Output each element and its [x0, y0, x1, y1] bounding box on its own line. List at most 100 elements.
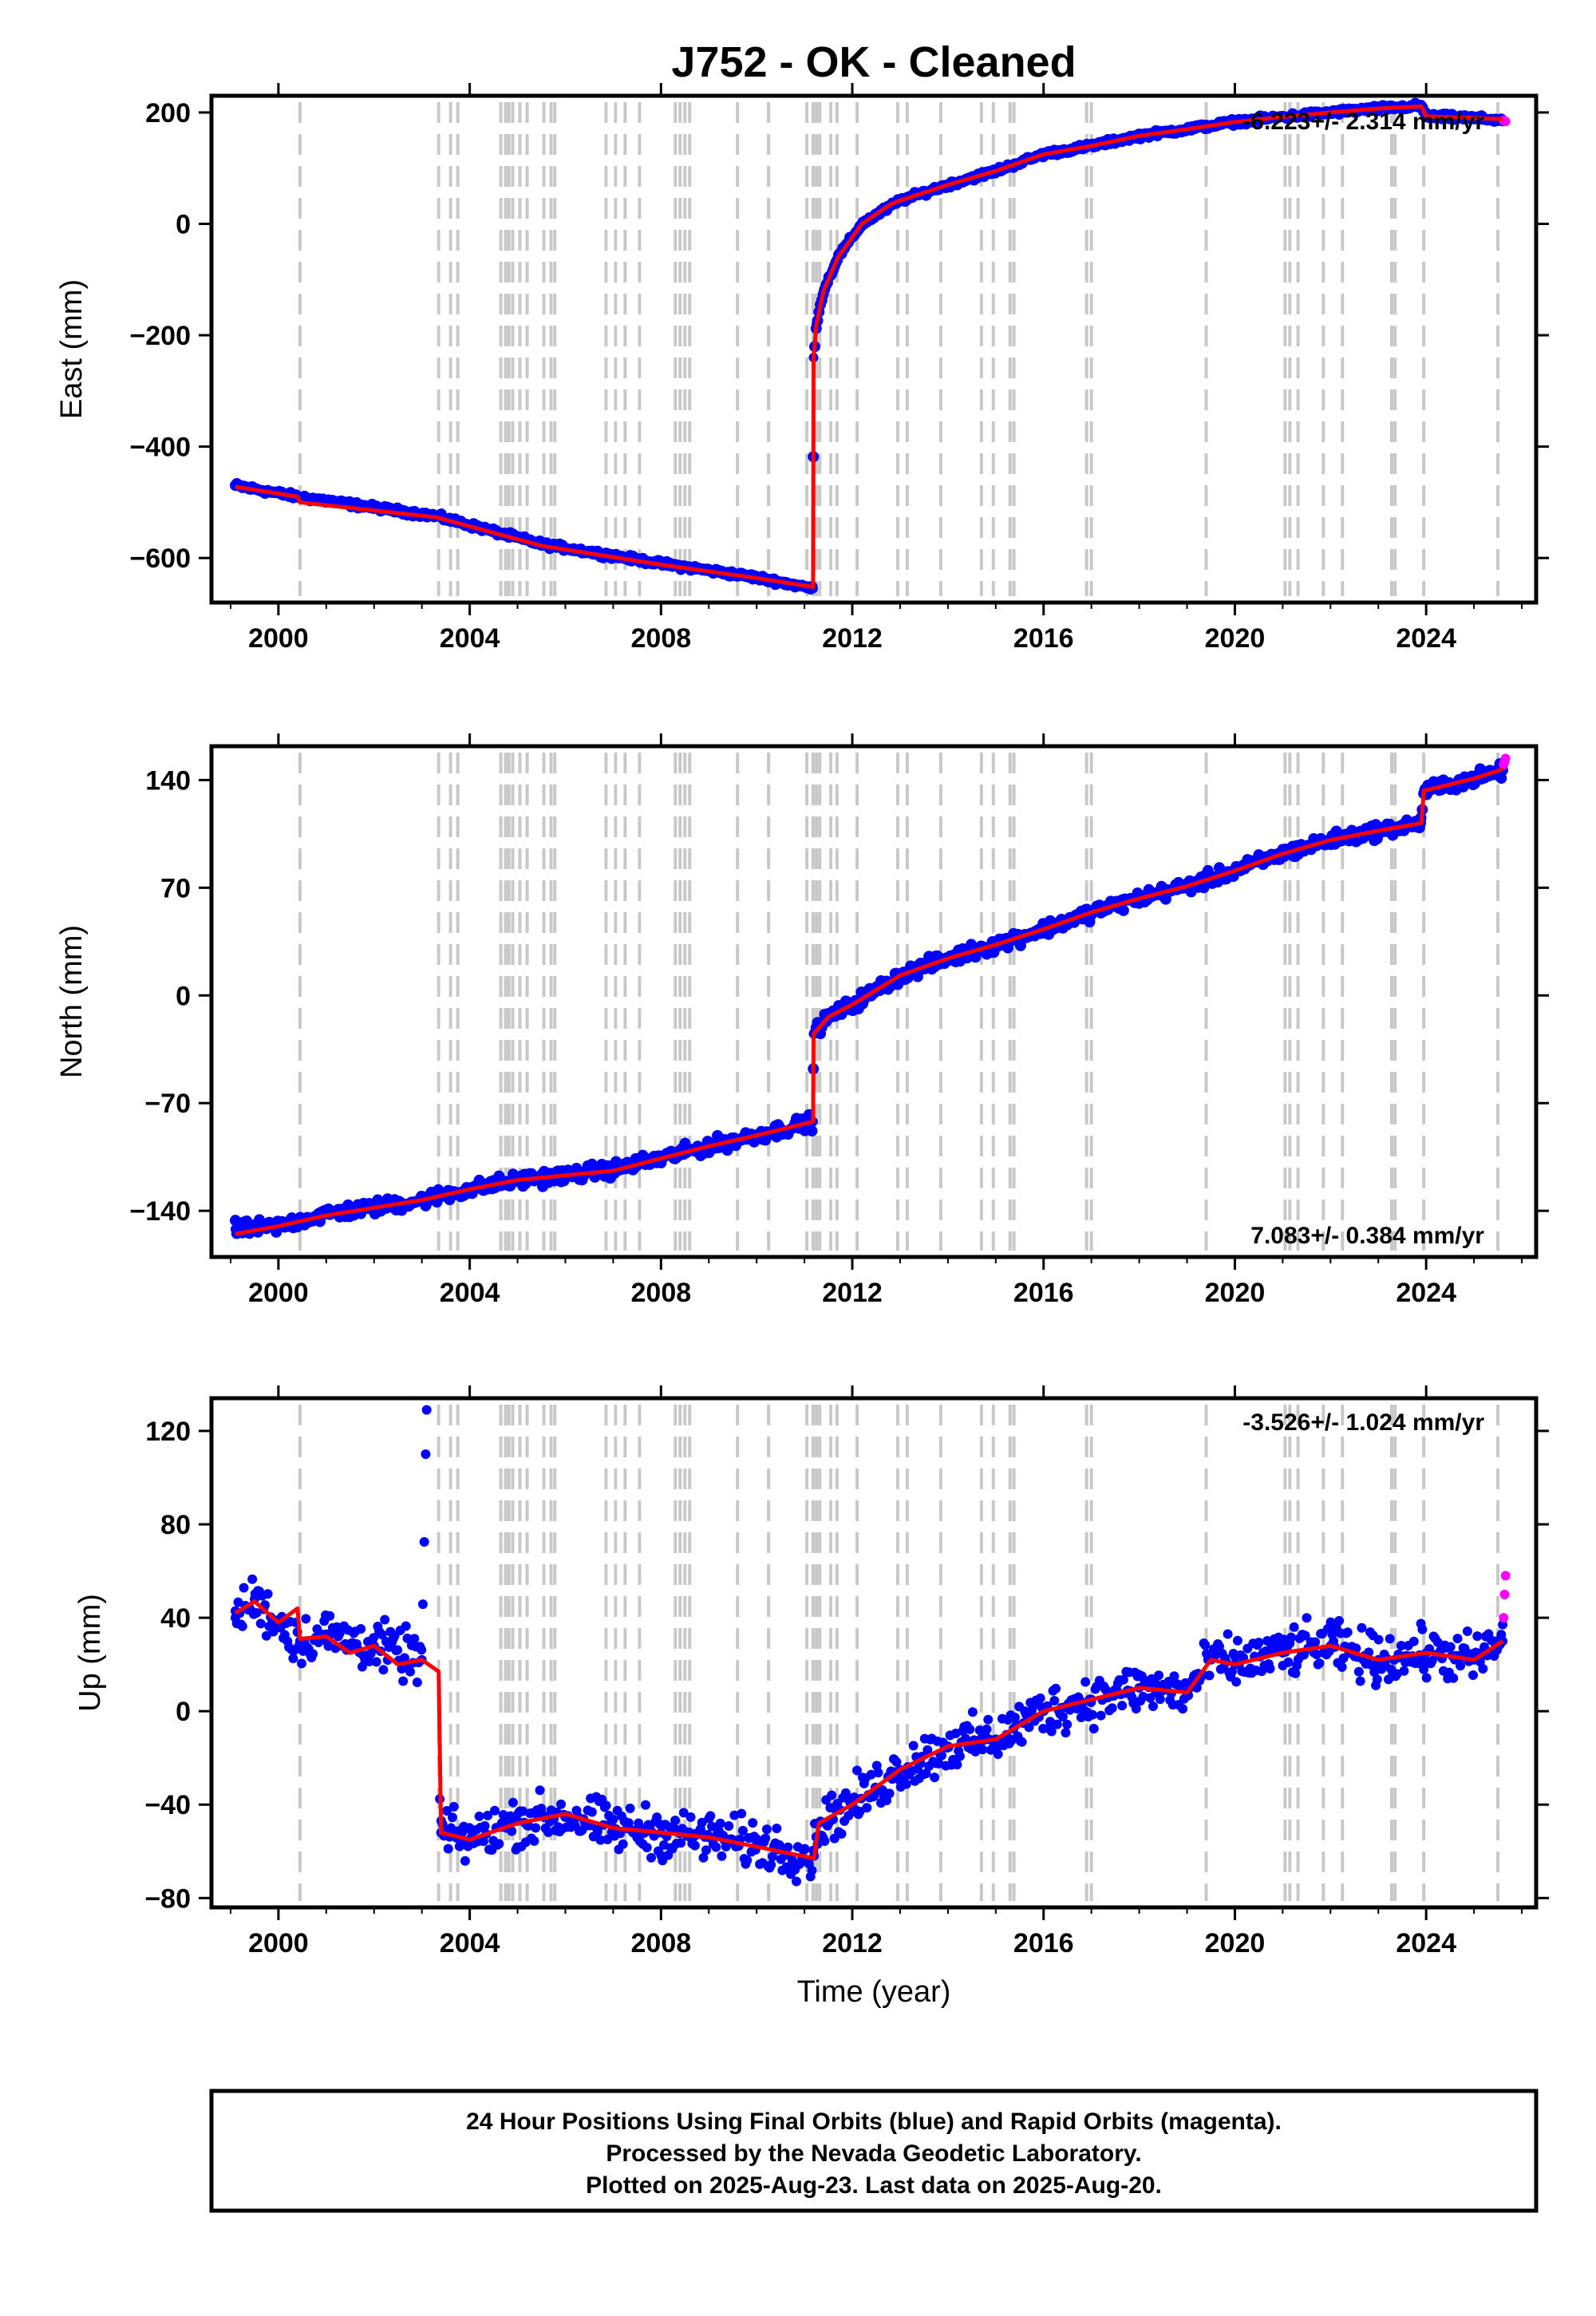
final-point	[670, 1816, 681, 1826]
final-point	[417, 1599, 428, 1610]
final-point	[761, 1824, 772, 1835]
final-point	[301, 1614, 311, 1624]
final-point	[701, 1845, 711, 1856]
final-point	[689, 1840, 700, 1851]
final-point	[967, 1707, 978, 1717]
final-point	[419, 1537, 429, 1547]
x-tick-label: 2004	[440, 1278, 500, 1308]
final-point	[908, 1741, 918, 1751]
final-point	[772, 1823, 782, 1833]
rate-label: -3.526+/- 1.024 mm/yr	[1242, 1409, 1484, 1436]
y-tick-label: 40	[160, 1603, 191, 1634]
final-points	[229, 97, 1509, 595]
rapid-point	[1500, 753, 1511, 764]
final-point	[498, 1809, 508, 1820]
final-point	[531, 1823, 541, 1833]
final-point	[1310, 1637, 1321, 1647]
x-tick-label: 2012	[822, 1278, 883, 1308]
rapid-points	[1499, 753, 1511, 770]
final-point	[806, 1125, 818, 1137]
final-point	[371, 1657, 381, 1667]
final-point	[478, 1836, 488, 1847]
final-point	[1088, 1723, 1099, 1733]
final-point	[873, 1768, 883, 1778]
final-point	[685, 1812, 696, 1822]
final-point	[490, 1805, 500, 1816]
final-point	[1231, 1677, 1242, 1687]
y-tick-label: 80	[160, 1510, 191, 1540]
north-panel: 2000 2004 2008 2012 2016 2020 2024 −140 −70 0 70 14…	[55, 733, 1549, 1308]
x-tick-label: 2016	[1013, 1278, 1074, 1308]
final-point	[1372, 1674, 1382, 1685]
footer-line-1: 24 Hour Positions Using Final Orbits (bl…	[466, 2109, 1282, 2135]
plot-frame	[209, 744, 1539, 1259]
final-point	[1009, 1712, 1020, 1722]
final-point	[1421, 1673, 1432, 1683]
y-axis-title: Up (mm)	[73, 1594, 107, 1712]
final-point	[1117, 904, 1129, 916]
up-panel: 2000 2004 2008 2012 2016 2020 2024 −80 −40 0 40 80 1…	[73, 1385, 1549, 2009]
final-point	[608, 1814, 618, 1824]
x-tick-label: 2024	[1396, 1928, 1456, 1958]
final-point	[1337, 1662, 1347, 1672]
final-point	[705, 1811, 716, 1821]
final-point	[417, 1645, 427, 1655]
final-point	[393, 1645, 403, 1655]
final-point	[1355, 1676, 1365, 1686]
final-point	[625, 1803, 635, 1813]
x-tick-label: 2012	[822, 1928, 883, 1958]
footer-line-2: Processed by the Nevada Geodetic Laborat…	[606, 2140, 1141, 2167]
final-point	[247, 1574, 258, 1584]
final-point	[1385, 1634, 1395, 1644]
final-point	[1300, 1630, 1310, 1641]
final-point	[961, 1733, 971, 1744]
final-point	[1290, 1668, 1301, 1678]
final-point	[288, 1654, 298, 1664]
final-point	[1373, 1634, 1384, 1645]
final-point	[901, 1779, 911, 1789]
final-point	[1452, 1634, 1463, 1644]
y-tick-label: −400	[129, 433, 191, 463]
final-point	[760, 1833, 771, 1844]
final-point	[983, 1714, 994, 1725]
final-point	[377, 1630, 387, 1640]
x-tick-label: 2000	[248, 1278, 309, 1308]
y-tick-label: −200	[129, 321, 191, 351]
final-point	[993, 1749, 1003, 1760]
final-point	[364, 1656, 374, 1666]
y-axis: −140 −70 0 70 140	[129, 765, 1549, 1227]
x-tick-label: 2016	[1013, 1928, 1074, 1958]
final-point	[483, 1810, 493, 1820]
final-point	[1200, 1640, 1211, 1650]
final-point	[742, 1856, 753, 1866]
final-point	[952, 1760, 962, 1770]
final-point	[592, 1827, 602, 1837]
final-point	[921, 1769, 931, 1779]
rate-label: 7.083+/- 0.384 mm/yr	[1250, 1223, 1484, 1249]
final-point	[261, 1630, 271, 1641]
final-point	[586, 1158, 598, 1170]
event-lines	[298, 1405, 1500, 1901]
final-point	[697, 1817, 707, 1828]
y-tick-label: 120	[145, 1417, 191, 1447]
x-tick-label: 2024	[1396, 623, 1456, 654]
final-point	[460, 1856, 470, 1866]
final-point	[421, 1449, 431, 1460]
final-point	[1448, 1673, 1459, 1683]
y-tick-label: 0	[176, 1697, 191, 1727]
final-point	[251, 1608, 262, 1618]
final-point	[855, 1806, 865, 1816]
final-point	[1265, 1663, 1275, 1674]
x-tick-label: 2012	[822, 623, 883, 654]
final-point	[1052, 1719, 1062, 1729]
final-point	[1204, 1670, 1215, 1681]
final-point	[792, 1876, 802, 1887]
final-point	[783, 1842, 793, 1852]
final-point	[508, 1797, 518, 1808]
y-tick-label: 140	[145, 765, 191, 796]
final-point	[441, 1806, 452, 1816]
final-point	[1035, 1693, 1045, 1703]
final-point	[711, 1842, 721, 1852]
y-tick-label: 0	[176, 981, 191, 1011]
final-point	[378, 1665, 389, 1675]
